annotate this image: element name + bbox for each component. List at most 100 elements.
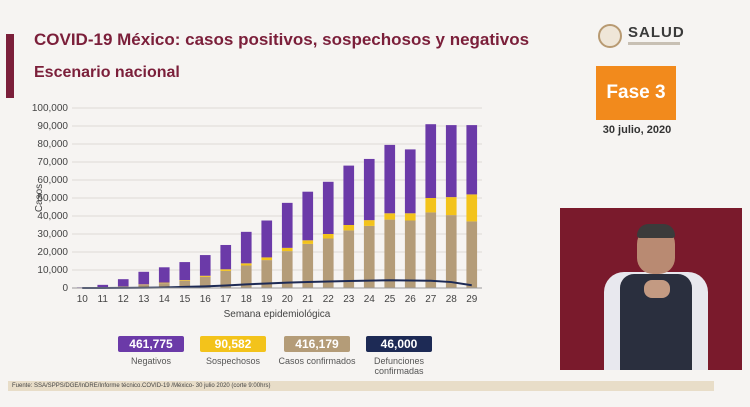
bar-segment [158,283,170,288]
x-tick-label: 21 [302,294,314,305]
bar-segment [404,149,416,214]
bar-segment [363,220,375,226]
title-accent-bar [6,34,14,98]
bar-segment [384,144,396,214]
x-tick-label: 16 [200,294,212,305]
bar-segment [97,284,109,288]
x-tick-label: 17 [220,294,232,305]
legend-label: Sospechosos [205,356,261,366]
x-tick-label: 25 [384,294,396,305]
legend-value-badge: 46,000 [366,336,432,352]
bar-segment [363,158,375,221]
bar-segment [240,263,252,266]
report-date: 30 julio, 2020 [602,124,672,136]
x-tick-label: 27 [425,294,437,305]
bar-segment [261,220,273,258]
x-axis-label: Semana epidemiológica [224,309,331,320]
bar-segment [384,219,396,288]
interpreter-hands [644,280,670,298]
bar-segment [425,212,437,288]
bar-segment [343,225,355,231]
bar-segment [281,247,293,252]
stacked-bar-chart: 0 10,000 20,000 30,000 40,000 50,000 60,000 70,… [32,103,482,320]
x-tick-label: 12 [118,294,130,305]
y-tick-label: 10,000 [37,265,68,276]
bar-segment [343,165,355,225]
bar-segment [158,282,170,284]
bar-segment [158,267,170,283]
bar-segment [117,279,129,287]
y-tick-label: 20,000 [37,247,68,258]
y-tick-label: 90,000 [37,121,68,132]
y-tick-label: 40,000 [37,211,68,222]
x-tick-label: 15 [179,294,191,305]
bar-segment [302,240,314,244]
x-tick-label: 19 [261,294,273,305]
bar-segment [322,181,334,234]
bar-segment [199,255,211,276]
bar-segment [466,125,478,195]
x-tick-label: 18 [241,294,253,305]
x-tick-label: 20 [282,294,294,305]
page-subtitle: Escenario nacional [34,64,180,81]
bar-segment [220,269,232,271]
bar-segment [199,275,211,277]
bar-segment [220,270,232,288]
seal-icon [598,24,622,48]
sign-language-interpreter-video [560,208,742,370]
legend-value-badge: 416,179 [284,336,350,352]
bar-segment [240,265,252,288]
bar-segment [445,125,457,198]
y-axis-label: Casos [34,184,45,212]
bar-segment [179,262,191,281]
legend-label: Defunciones confirmadas [373,356,425,376]
legend-label: Casos confirmados [278,356,356,366]
salud-logo: SALUD [598,22,718,52]
x-tick-label: 13 [138,294,150,305]
y-tick-label: 30,000 [37,229,68,240]
bar-segment [179,280,191,281]
interpreter-hair [637,224,675,238]
bar-segment [363,225,375,288]
y-tick-label: 100,000 [32,103,69,114]
bar-segment [261,260,273,288]
bar-segment [343,230,355,288]
logo-text: SALUD [628,24,685,41]
legend-value-badge: 461,775 [118,336,184,352]
x-tick-label: 29 [466,294,478,305]
legend-value-badge: 90,582 [200,336,266,352]
y-tick-label: 50,000 [37,193,68,204]
bar-segment [302,191,314,241]
bar-segment [384,213,396,220]
bar-segment [445,215,457,288]
bar-segment [281,251,293,288]
bar-segment [220,244,232,270]
x-tick-label: 10 [77,294,89,305]
x-tick-label: 24 [364,294,376,305]
bar-segment [240,231,252,264]
bar-segment [261,257,273,261]
source-footer: Fuente: SSA/SPPS/DGE/InDRE/Informe técni… [8,381,714,391]
bar-segment [445,197,457,216]
bar-segment [138,271,150,285]
page-title: COVID-19 México: casos positivos, sospec… [34,30,530,49]
bar-segment [404,220,416,288]
bar-segment [322,234,334,239]
bar-segment [179,280,191,288]
y-tick-label: 0 [62,283,68,294]
x-tick-label: 11 [98,294,109,305]
bar-segment [404,213,416,221]
logo-underline [628,42,680,45]
bar-segment [466,221,478,288]
bar-segment [425,124,437,198]
y-tick-label: 60,000 [37,175,68,186]
bar-segment [199,276,211,288]
x-tick-label: 26 [405,294,417,305]
x-tick-label: 23 [343,294,355,305]
bar-segment [302,243,314,288]
bar-segment [322,238,334,288]
y-tick-label: 70,000 [37,157,68,168]
bar-segment [425,198,437,213]
bar-segment [138,284,150,288]
bar-segment [466,194,478,222]
